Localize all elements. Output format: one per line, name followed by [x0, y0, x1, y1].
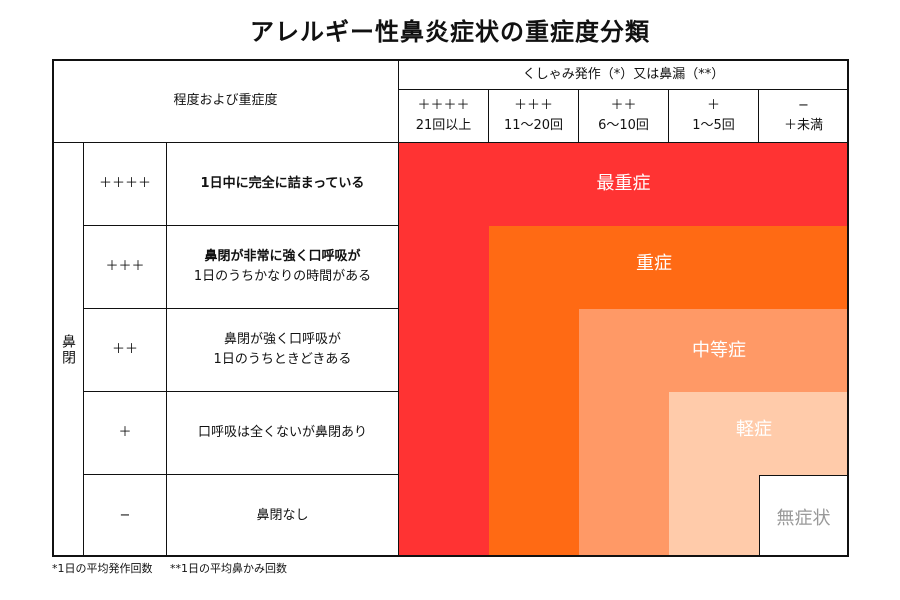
severity-label-mild: 軽症 — [736, 419, 772, 440]
column-range: ＋未満 — [783, 118, 823, 133]
row-desc-line1: 鼻閉なし — [256, 507, 309, 523]
row-mark-cell: ＋＋＋＋ — [83, 142, 167, 226]
column-mark: ＋ — [706, 98, 720, 113]
column-header-2plus: ＋＋ 6〜10回 — [578, 89, 669, 143]
footnote-sneeze: *1日の平均発作回数 — [52, 562, 153, 575]
row-mark: ＋＋＋＋ — [98, 176, 151, 191]
sneeze-header-label: くしゃみ発作（*）又は鼻漏（**） — [522, 66, 725, 82]
page-title: アレルギー性鼻炎症状の重症度分類 — [250, 18, 650, 46]
severity-none — [759, 475, 848, 556]
column-header-1plus: ＋ 1〜5回 — [668, 89, 759, 143]
severity-label-none: 無症状 — [776, 508, 831, 529]
column-mark: ＋＋＋ — [513, 98, 553, 113]
column-mark: ＋＋＋＋ — [417, 98, 470, 113]
severity-label-severe: 重症 — [636, 253, 672, 274]
row-desc-line1: 鼻閉が強く口呼吸が — [223, 332, 341, 347]
row-mark: − — [119, 507, 131, 523]
nasal-label-cell: 鼻閉 — [52, 142, 84, 557]
row-mark: ＋＋＋ — [105, 259, 145, 274]
row-desc-line2: 1日のうちかなりの時間がある — [193, 269, 372, 284]
degree-header-label: 程度および重症度 — [173, 93, 278, 108]
row-desc-cell: 鼻閉なし — [166, 474, 399, 557]
row-mark-cell: ＋ — [83, 391, 167, 475]
row-mark: ＋＋ — [111, 342, 138, 357]
row-desc-line2: 1日のうちときどきある — [213, 352, 352, 367]
row-desc-line1: 鼻閉が非常に強く口呼吸が — [204, 249, 361, 264]
severity-label-moderate: 中等症 — [692, 340, 746, 361]
column-header-minus: − ＋未満 — [758, 89, 849, 143]
column-range: 1〜5回 — [692, 118, 735, 133]
degree-header: 程度および重症度 — [52, 59, 399, 143]
column-mark: − — [798, 98, 809, 113]
row-mark-cell: ＋＋ — [83, 308, 167, 392]
row-mark: ＋ — [118, 425, 132, 440]
row-desc-cell: 鼻閉が非常に強く口呼吸が 1日のうちかなりの時間がある — [166, 225, 399, 309]
column-range: 21回以上 — [415, 118, 472, 133]
column-range: 6〜10回 — [598, 118, 649, 133]
column-mark: ＋＋ — [610, 98, 637, 113]
severity-label-most-severe: 最重症 — [596, 173, 651, 194]
sneeze-header: くしゃみ発作（*）又は鼻漏（**） — [398, 59, 849, 90]
footnote-nose-blow: **1日の平均鼻かみ回数 — [170, 562, 287, 575]
row-mark-cell: ＋＋＋ — [83, 225, 167, 309]
column-header-4plus: ＋＋＋＋ 21回以上 — [398, 89, 489, 143]
row-desc-cell: 鼻閉が強く口呼吸が 1日のうちときどきある — [166, 308, 399, 392]
footnotes: *1日の平均発作回数 **1日の平均鼻かみ回数 — [52, 560, 301, 576]
row-desc-line1: 口呼吸は全くないが鼻閉あり — [197, 425, 367, 440]
row-mark-cell: − — [83, 474, 167, 557]
nasal-label: 鼻閉 — [60, 333, 76, 366]
column-range: 11〜20回 — [503, 118, 564, 133]
column-header-3plus: ＋＋＋ 11〜20回 — [488, 89, 579, 143]
row-desc-cell: 1日中に完全に詰まっている — [166, 142, 399, 226]
row-desc-line1: 1日中に完全に詰まっている — [200, 176, 365, 191]
row-desc-cell: 口呼吸は全くないが鼻閉あり — [166, 391, 399, 475]
